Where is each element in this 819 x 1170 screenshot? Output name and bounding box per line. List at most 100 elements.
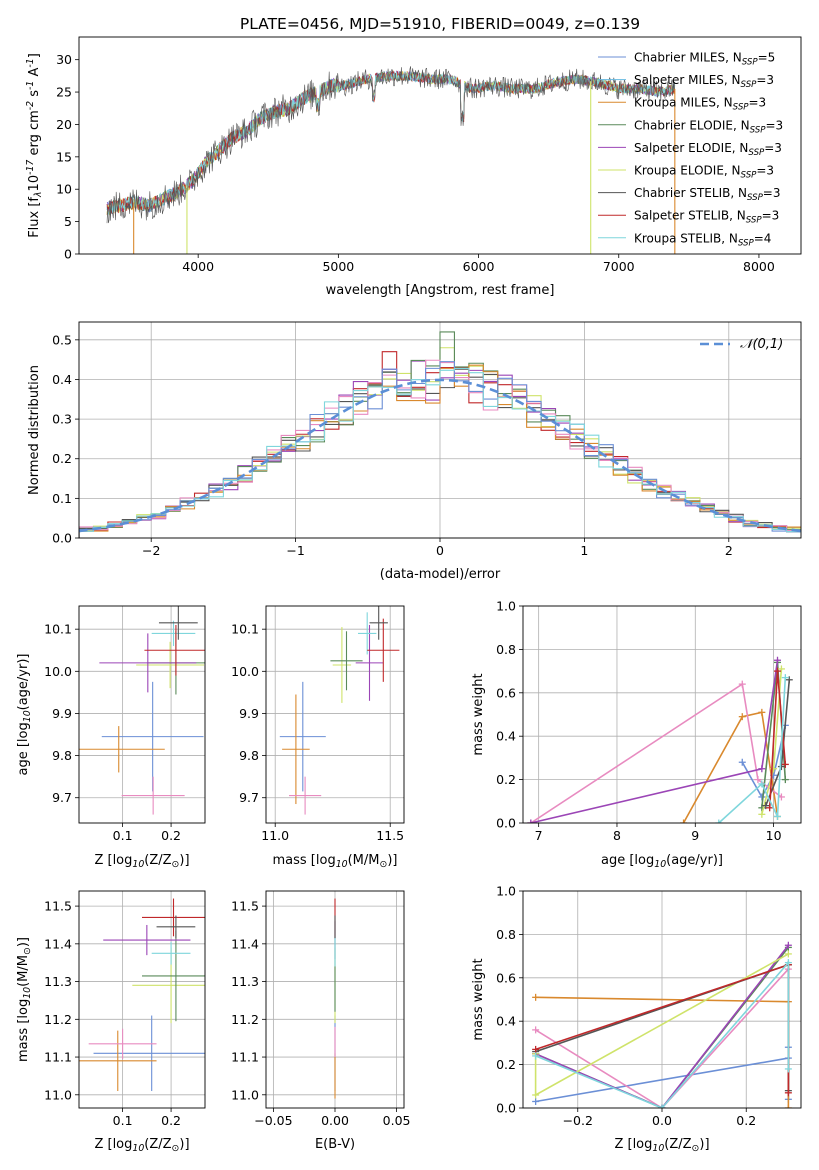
y-tick-label: 9.9 — [52, 706, 72, 721]
plot-area — [79, 331, 801, 538]
axes-frame — [78, 36, 802, 255]
y-tick-label: 11.3 — [44, 974, 72, 989]
x-tick-label: 8000 — [743, 259, 775, 274]
y-tick-label: 10.1 — [231, 622, 259, 637]
y-tick-label: 0.1 — [52, 491, 72, 506]
plus-marker — [758, 780, 766, 788]
plus-marker — [754, 776, 762, 784]
x-tick-label: 7 — [535, 828, 543, 843]
plot-area — [79, 898, 205, 1092]
weight-line — [530, 682, 782, 823]
legend-label: Kroupa STELIB, NSSP​=4 — [634, 231, 771, 248]
x-axis-label: (data-model)/error — [380, 567, 501, 582]
x-tick-label: 0.1 — [113, 1113, 133, 1128]
y-tick-label: 9.7 — [239, 790, 259, 805]
spectrum-line — [106, 70, 676, 216]
y-tick-label: 10.1 — [44, 622, 72, 637]
x-tick-label: 0.0 — [652, 1113, 672, 1128]
error-bar-point — [289, 776, 322, 815]
plus-marker — [784, 1065, 792, 1073]
plus-marker — [777, 665, 785, 673]
error-bar-point — [358, 612, 377, 655]
chart-mass_vs_Z: 0.1 0.2 11.0 11.1 11.2 11.3 11.4 11.5 Z [log10​(… — [16, 890, 206, 1154]
x-tick-label: 4000 — [182, 259, 214, 274]
x-tick-label: 8 — [613, 828, 621, 843]
plus-marker — [758, 708, 766, 716]
legend-label: 𝒩(0,1) — [740, 337, 783, 352]
error-bar-point — [156, 915, 196, 939]
y-tick-label: 11.2 — [44, 1012, 72, 1027]
plot-area — [79, 606, 205, 815]
y-axis-label: Flux [fλ​10-17​ erg cm-2​ s-1​ A-1​] — [25, 53, 44, 238]
chart-weight_vs_Z: −0.2 0.0 0.2 0.0 0.2 0.4 0.6 0.8 1.0 Z [log10​(Z/… — [471, 884, 802, 1154]
x-tick-label: 0.2 — [161, 1113, 181, 1128]
legend-label: Salpeter STELIB, NSSP​=3 — [634, 209, 779, 226]
y-tick-label: 11.4 — [231, 936, 259, 951]
y-tick-label: 5 — [64, 214, 72, 229]
x-axis-label: Z [log10​(Z/Z⊙​)] — [94, 853, 189, 870]
legend-label: Salpeter MILES, NSSP​=3 — [634, 73, 774, 90]
y-tick-label: 0.5 — [52, 332, 72, 347]
y-tick-label: 9.8 — [52, 748, 72, 763]
plot-area — [532, 941, 792, 1108]
legend: 𝒩(0,1) — [700, 337, 783, 352]
legend-label: Chabrier STELIB, NSSP​=3 — [634, 186, 781, 203]
plot-area — [527, 656, 793, 823]
y-tick-label: 9.8 — [239, 748, 259, 763]
error-bar-point — [369, 606, 388, 640]
chart-spectrum: 4000 5000 6000 7000 8000 0 5 10 15 20 25 30 waveleng… — [25, 36, 802, 298]
plus-marker — [532, 993, 540, 1001]
plus-marker — [527, 819, 535, 823]
spectrum-line — [106, 71, 676, 215]
y-axis-label: mass weight — [471, 673, 486, 755]
y-tick-label: 0 — [64, 247, 72, 262]
y-axis-label: age [log10​(age/yr)] — [16, 654, 33, 776]
error-bar-point — [158, 606, 198, 640]
x-tick-label: 0.1 — [113, 828, 133, 843]
plus-marker — [658, 1104, 666, 1108]
y-tick-label: 0.2 — [52, 451, 72, 466]
plus-marker — [738, 713, 746, 721]
plus-marker — [532, 1091, 540, 1099]
plus-marker — [774, 812, 782, 820]
spectrum-line — [106, 70, 676, 214]
error-bar-point — [330, 631, 363, 691]
plus-marker — [758, 793, 766, 801]
y-tick-label: 1.0 — [496, 599, 516, 614]
error-bar-point — [142, 930, 205, 1022]
plus-marker — [738, 758, 746, 766]
y-tick-label: 0.2 — [496, 1057, 516, 1072]
x-axis-label: age [log10​(age/yr)] — [601, 853, 723, 870]
weight-line — [682, 711, 779, 823]
error-bar-point — [279, 681, 326, 792]
plus-marker — [680, 819, 688, 823]
error-bar-point — [332, 627, 352, 703]
axes-frame — [522, 890, 802, 1109]
y-tick-label: 0.6 — [496, 970, 516, 985]
legend-label: Salpeter ELODIE, NSSP​=3 — [634, 141, 782, 158]
spectrum-line — [106, 70, 676, 215]
axes-frame — [265, 890, 405, 1109]
weight-line — [535, 968, 789, 1108]
axes-frame — [78, 890, 206, 1109]
y-axis-label: mass weight — [471, 958, 486, 1040]
plus-marker — [532, 1026, 540, 1034]
plus-marker — [762, 802, 770, 810]
x-tick-label: 11.0 — [261, 828, 289, 843]
spectrum-line — [106, 71, 676, 213]
error-bar-point — [88, 1028, 157, 1059]
plus-marker — [785, 676, 793, 684]
x-axis-label: mass [log10​(M/M⊙​)] — [273, 853, 398, 870]
error-bar-point — [282, 694, 310, 805]
x-tick-label: −2 — [142, 543, 160, 558]
x-tick-label: 0.2 — [736, 1113, 756, 1128]
y-tick-label: 11.2 — [231, 1012, 259, 1027]
y-tick-label: 0.0 — [496, 1101, 516, 1116]
plus-marker — [758, 810, 766, 818]
plus-marker — [758, 765, 766, 773]
spectrum-line — [106, 66, 676, 224]
plus-marker — [532, 1052, 540, 1060]
plus-marker — [784, 950, 792, 958]
error-bar-point — [121, 776, 185, 815]
y-tick-label: 10.0 — [44, 664, 72, 679]
